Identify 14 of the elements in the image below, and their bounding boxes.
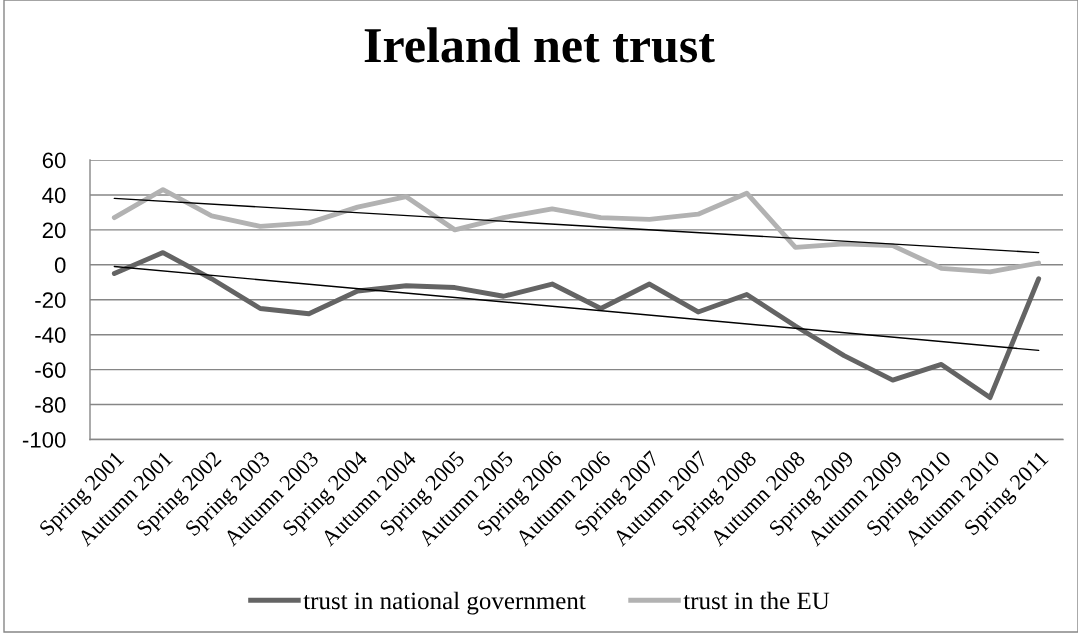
y-tick-label: 60: [42, 152, 66, 169]
y-tick-label: -100: [22, 432, 66, 448]
legend-label: trust in national government: [303, 591, 586, 615]
y-tick-label: -40: [35, 327, 66, 343]
y-tick-label: 0: [54, 257, 66, 274]
y-tick-label: -60: [35, 362, 66, 378]
y-tick-label: -80: [35, 397, 66, 413]
y-tick-label: 20: [42, 222, 66, 239]
line-series: [111, 187, 1042, 275]
line-series: [111, 250, 1042, 400]
legend-label: trust in the EU: [683, 591, 830, 610]
chart-title: Ireland net trust: [364, 27, 715, 63]
y-tick-label: -20: [35, 292, 66, 309]
y-tick-label: 40: [42, 187, 66, 204]
